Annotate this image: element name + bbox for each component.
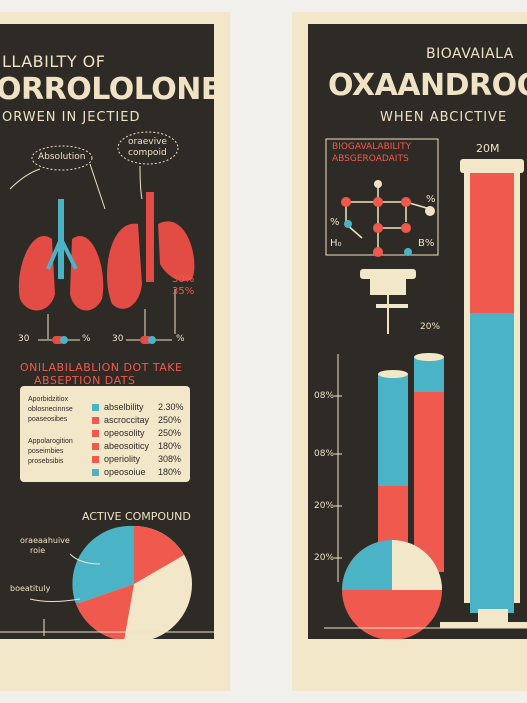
legend-left-text-0: Aporbidzitiox xyxy=(28,396,69,403)
left-subtitle-line1: ONILABILABLION DOT TAKE xyxy=(20,361,183,374)
legend-label: operiolity xyxy=(104,454,141,464)
axis-label-0: 08% xyxy=(314,391,335,401)
left-callout-right-line1: oraevive xyxy=(128,137,167,147)
left-marker-right: 30 xyxy=(112,334,124,344)
left-pct-line2: 35% xyxy=(172,286,195,297)
legend-item: abeosoiticy 180% xyxy=(92,441,181,451)
h-label: H₀ xyxy=(330,238,342,249)
tube-pct: 20% xyxy=(420,322,441,332)
chart-title-line2: ABSGEROADAITS xyxy=(332,154,409,164)
node-label-right: % xyxy=(426,194,436,205)
legend-value: 180% xyxy=(158,467,182,477)
legend-label: abselbility xyxy=(104,402,144,412)
legend-left-text-1: oblosnecinnse xyxy=(28,406,73,413)
legend-left-text-4: poseimbies xyxy=(28,448,64,455)
legend-left-text-3: Appolarogition xyxy=(28,438,73,445)
legend-left-text-5: prosebsibis xyxy=(28,458,64,465)
legend-label: opeosolity xyxy=(104,428,145,438)
left-marker-left-pct: % xyxy=(82,334,91,344)
b-label: B% xyxy=(418,238,435,249)
legend-item: opeosolity 250% xyxy=(92,428,181,438)
legend-label: abeosoiticy xyxy=(104,441,150,451)
legend-value: 250% xyxy=(158,428,182,438)
axis-label-3: 20% xyxy=(314,553,335,563)
legend-left-text-2: poaseosibes xyxy=(28,416,68,423)
legend-value: 2.30% xyxy=(158,402,184,412)
legend-value: 250% xyxy=(158,415,182,425)
left-marker-right-pct: % xyxy=(176,334,185,344)
legend-swatch xyxy=(92,456,99,464)
left-subtitle-line2: ABSEPTION DATS xyxy=(34,374,136,387)
pie-callout-1-line1: oraeaahuive xyxy=(20,536,70,545)
pie-callout-2: boeatituly xyxy=(10,584,51,593)
right-poster: BIOAVAIALA OXAANDROO WHEN ABCICTIVE xyxy=(292,12,527,691)
left-lungs-illustration xyxy=(9,131,195,344)
right-title-line2: OXAANDROO xyxy=(328,68,527,103)
pie-callout-1-line2: roie xyxy=(30,546,46,555)
right-poster-panel: BIOAVAIALA OXAANDROO WHEN ABCICTIVE xyxy=(308,24,527,639)
left-title-line2: ORROLOLONE xyxy=(0,72,214,107)
right-title-line1: BIOAVAIALA xyxy=(426,46,514,62)
legend-item: operiolity 308% xyxy=(92,454,181,464)
chart-title-line1: BIOGAVALABILITY xyxy=(332,142,412,152)
legend-label: ascroccitay xyxy=(104,415,150,425)
legend-swatch xyxy=(92,469,99,477)
legend-swatch xyxy=(92,417,99,425)
legend-label: opeosoiue xyxy=(104,467,146,477)
legend-swatch xyxy=(92,404,99,412)
left-poster-panel: LLABILTY OF ORROLOLONE ORWEN IN JECTIED xyxy=(0,24,214,639)
legend-value: 308% xyxy=(158,454,182,464)
legend-card: Aporbidzitiox oblosnecinnse poaseosibes … xyxy=(20,386,190,482)
left-pct-line1: 30% xyxy=(172,274,195,285)
legend-item: opeosoiue 180% xyxy=(92,467,181,477)
right-illustration xyxy=(324,138,527,639)
left-callout-right-line2: compoid xyxy=(128,148,167,158)
cylinder-label: 20M xyxy=(476,142,500,155)
legend-swatch xyxy=(92,430,99,438)
left-callout-left: Absolution xyxy=(38,152,86,162)
right-title-line3: WHEN ABCICTIVE xyxy=(380,110,508,125)
left-title-line3: ORWEN IN JECTIED xyxy=(2,110,141,125)
pie-label: ACTIVE COMPOUND xyxy=(82,510,191,523)
left-marker-left: 30 xyxy=(18,334,30,344)
legend-value: 180% xyxy=(158,441,182,451)
left-poster: LLABILTY OF ORROLOLONE ORWEN IN JECTIED xyxy=(0,12,230,691)
axis-label-2: 20% xyxy=(314,501,335,511)
legend-swatch xyxy=(92,443,99,451)
node-label-left: % xyxy=(330,217,340,228)
axis-label-1: 08% xyxy=(314,449,335,459)
legend-item: ascroccitay 250% xyxy=(92,415,181,425)
legend-item: abselbility 2.30% xyxy=(92,402,184,412)
left-title-line1: LLABILTY OF xyxy=(2,52,106,71)
